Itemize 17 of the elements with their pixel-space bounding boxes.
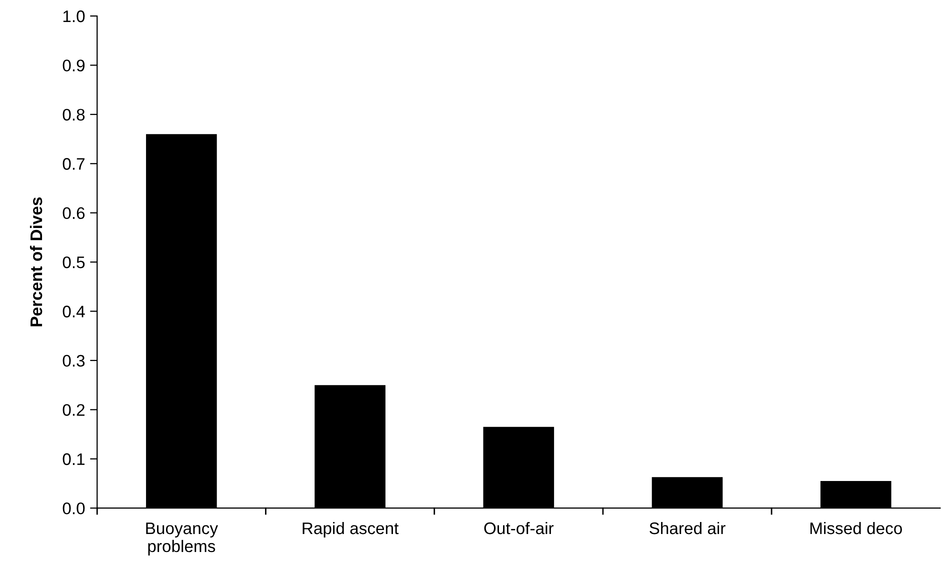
y-tick-label: 0.6 [62, 207, 85, 220]
y-tick-label: 0.7 [62, 158, 84, 170]
y-tick-label: 0.5 [62, 256, 85, 268]
x-tick-label: Shared air [650, 522, 726, 534]
y-tick-label: 1.0 [63, 10, 85, 22]
y-tick-label: 0.2 [62, 404, 84, 416]
y-tick-label: 0.8 [62, 108, 85, 121]
y-tick-label: 0.1 [62, 453, 85, 466]
y-tick-label: 0.9 [62, 60, 85, 72]
x-tick-label: Out-of-air [484, 522, 554, 534]
y-tick-label: 0.3 [62, 354, 85, 367]
y-tick-label: 0.4 [62, 306, 85, 318]
x-tick-label: Missed deco [810, 522, 902, 534]
x-tick-label: Buoyancy problems [146, 522, 218, 556]
y-axis-title: Percent of Dives [30, 197, 42, 326]
x-tick-label: Rapid ascent [302, 522, 399, 538]
y-tick-label: 0.0 [62, 502, 85, 514]
